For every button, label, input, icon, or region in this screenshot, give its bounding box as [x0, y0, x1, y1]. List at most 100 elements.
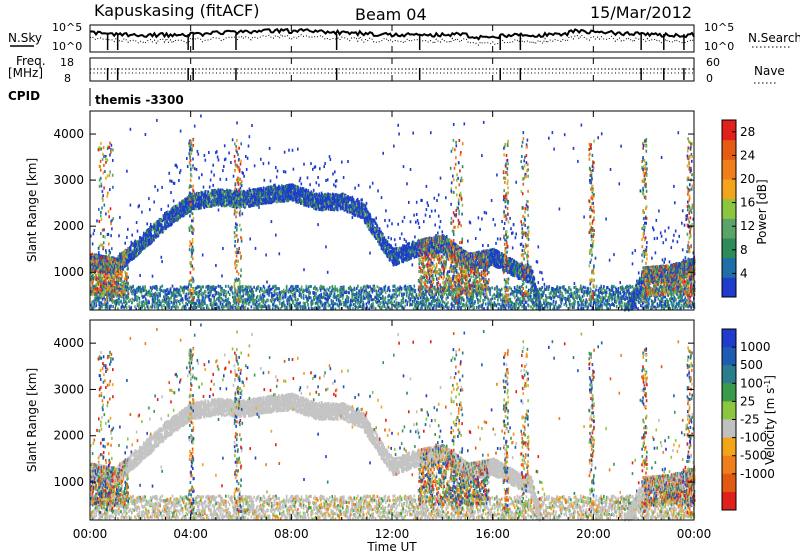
freq-right-tick-top: 60	[706, 56, 720, 69]
date-title: 15/Mar/2012	[590, 3, 692, 22]
power-cell	[136, 302, 139, 306]
power-cell	[127, 267, 129, 271]
power-cell	[101, 305, 104, 309]
power-cell	[150, 237, 152, 241]
power-cell	[138, 307, 140, 311]
power-cell	[108, 296, 111, 300]
power-cell	[126, 294, 128, 298]
power-cell	[231, 138, 234, 142]
power-cell	[203, 154, 206, 157]
power-cell	[294, 296, 297, 300]
power-cell	[143, 294, 146, 298]
power-cell	[92, 284, 94, 288]
power-cell	[115, 271, 118, 275]
power-cell	[144, 297, 147, 301]
power-cell	[260, 295, 262, 299]
power-cell	[141, 300, 143, 304]
power-cell	[171, 179, 173, 183]
power-cell	[280, 295, 282, 299]
power-cell	[122, 266, 124, 269]
power-cell	[287, 296, 289, 300]
power-cell	[147, 232, 150, 236]
power-cell	[125, 278, 128, 282]
power-cell	[92, 259, 94, 263]
power-cell	[98, 256, 100, 260]
power-cell	[291, 148, 294, 152]
power-cell	[188, 202, 191, 206]
power-cell	[259, 305, 261, 309]
power-cell	[210, 290, 212, 294]
power-cell	[307, 196, 309, 200]
power-cell	[222, 247, 224, 250]
power-cell	[117, 291, 119, 295]
power-cell	[242, 291, 245, 295]
power-cell	[156, 228, 158, 232]
power-cell	[166, 220, 168, 224]
power-cell	[162, 230, 164, 234]
power-cell	[115, 268, 118, 272]
power-cell	[208, 151, 210, 154]
power-cell	[262, 305, 264, 309]
power-cell	[138, 285, 140, 289]
power-cell	[156, 232, 158, 236]
power-cell	[181, 287, 184, 291]
power-cell	[293, 304, 296, 308]
power-cell	[275, 175, 278, 179]
power-cell	[118, 302, 120, 306]
power-cell	[120, 305, 123, 309]
power-cell	[134, 239, 137, 243]
power-cell	[158, 225, 161, 229]
power-cell	[101, 296, 103, 300]
power-cell	[95, 274, 97, 278]
power-cell	[167, 296, 169, 299]
power-cell	[130, 286, 133, 290]
power-cell	[231, 190, 233, 194]
power-cell	[198, 176, 200, 180]
power-cell	[312, 188, 315, 192]
power-cell	[91, 281, 94, 284]
power-cell	[111, 287, 113, 291]
power-cell	[136, 296, 138, 300]
power-cell	[125, 281, 128, 285]
power-cell	[166, 221, 168, 225]
power-cell	[167, 213, 170, 217]
power-cell	[181, 199, 184, 203]
power-cell	[95, 284, 97, 288]
power-cell	[98, 257, 100, 261]
power-cell	[151, 228, 153, 232]
power-cell	[257, 285, 260, 288]
power-cell	[99, 296, 101, 300]
power-cell	[126, 257, 128, 261]
power-cell	[111, 281, 113, 285]
power-cell	[132, 284, 134, 288]
power-cell	[247, 286, 250, 290]
power-cell	[176, 203, 179, 207]
power-cell	[186, 165, 189, 168]
power-cell	[172, 199, 175, 203]
power-cell	[98, 300, 100, 304]
power-cell	[172, 302, 174, 306]
power-cell	[179, 203, 182, 207]
power-cell	[223, 165, 225, 168]
power-cell	[179, 129, 182, 133]
power-cell	[201, 285, 204, 289]
power-cell	[274, 183, 276, 187]
power-cell	[153, 285, 156, 289]
power-cell	[132, 292, 134, 296]
power-cell	[268, 284, 271, 288]
power-cell	[299, 301, 301, 305]
power-cell	[135, 298, 137, 301]
power-cell	[304, 288, 307, 292]
power-cell	[107, 292, 110, 296]
power-cell	[186, 157, 188, 160]
noise-left-tick-bottom: 10^0	[52, 40, 82, 53]
power-cell	[242, 294, 245, 298]
power-cell	[183, 210, 186, 214]
power-cell	[299, 176, 302, 180]
power-cell	[250, 305, 253, 309]
power-cell	[107, 284, 109, 288]
power-cell	[117, 262, 119, 266]
power-cell	[92, 274, 94, 278]
power-cell	[201, 253, 204, 257]
power-cell	[95, 278, 98, 282]
